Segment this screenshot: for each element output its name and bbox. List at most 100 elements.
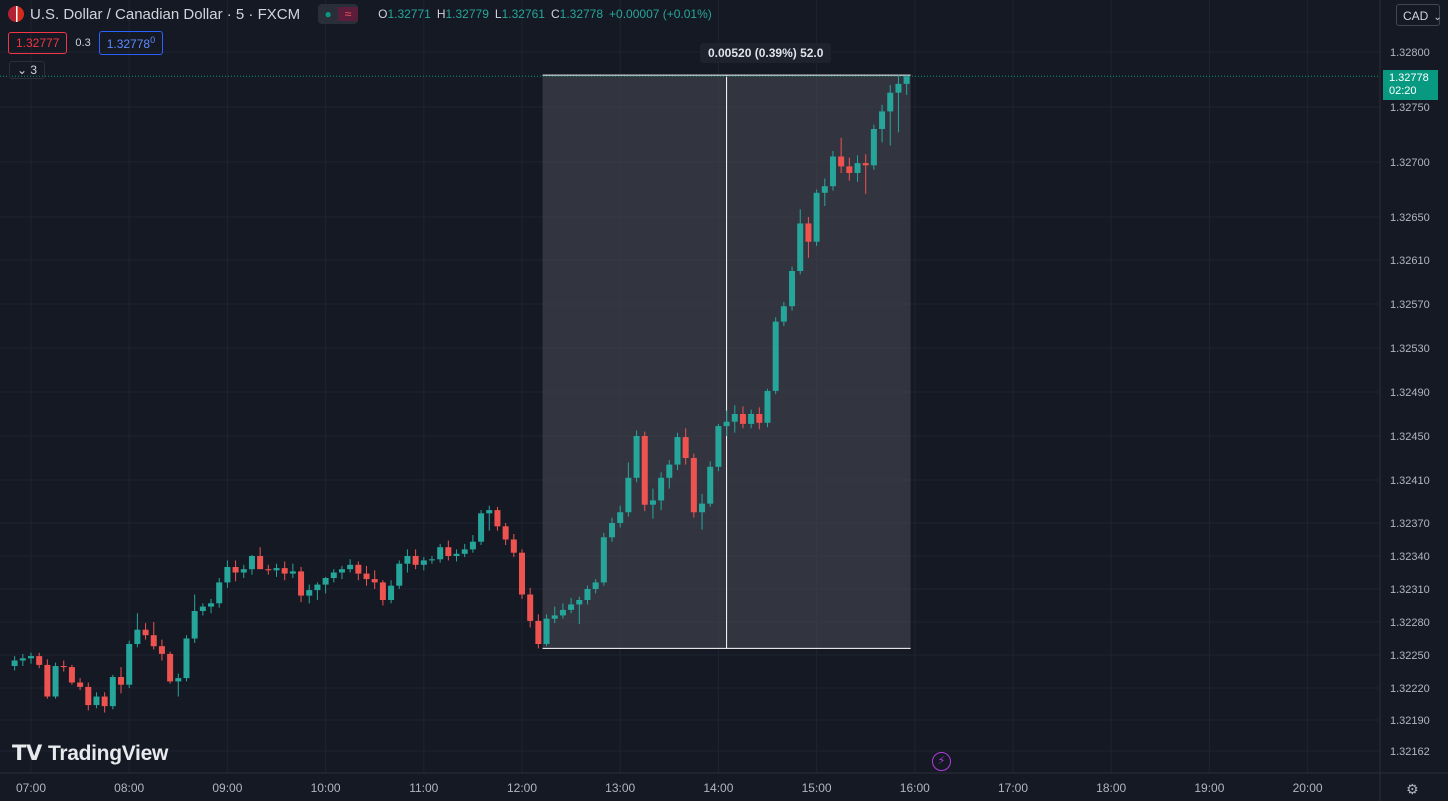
candle-body[interactable]: [699, 503, 706, 513]
candle-body[interactable]: [789, 271, 796, 307]
candle-body[interactable]: [281, 568, 288, 574]
candle-body[interactable]: [592, 582, 599, 589]
candle-body[interactable]: [862, 163, 869, 166]
buy-button[interactable]: 1.327780: [98, 31, 164, 55]
tradingview-logo[interactable]: 𝗧𝗩 TradingView: [12, 741, 168, 766]
candle-body[interactable]: [118, 677, 125, 685]
candle-body[interactable]: [649, 500, 656, 505]
candle-body[interactable]: [723, 421, 730, 427]
candle-body[interactable]: [879, 111, 886, 129]
candle-body[interactable]: [658, 477, 665, 501]
candle-body[interactable]: [690, 458, 697, 513]
candle-body[interactable]: [437, 547, 444, 560]
candle-body[interactable]: [363, 573, 370, 580]
candle-body[interactable]: [510, 539, 517, 553]
candle-body[interactable]: [731, 414, 738, 422]
candle-body[interactable]: [870, 129, 877, 166]
indicators-toggle[interactable]: ⌄ 3: [9, 61, 46, 79]
candle-body[interactable]: [772, 321, 779, 391]
candle-body[interactable]: [134, 629, 141, 644]
candle-body[interactable]: [412, 556, 419, 565]
candle-body[interactable]: [445, 547, 452, 556]
candle-body[interactable]: [494, 510, 501, 527]
candle-body[interactable]: [519, 552, 525, 595]
candle-body[interactable]: [469, 541, 476, 550]
candle-body[interactable]: [85, 686, 92, 706]
candle-body[interactable]: [887, 92, 894, 112]
candle-body[interactable]: [854, 163, 861, 173]
candle-body[interactable]: [19, 658, 26, 661]
candle-body[interactable]: [60, 666, 67, 668]
candle-body[interactable]: [150, 635, 157, 647]
candle-body[interactable]: [240, 569, 247, 573]
candle-body[interactable]: [543, 618, 550, 644]
candle-body[interactable]: [298, 571, 305, 596]
candle-body[interactable]: [330, 572, 337, 579]
candle-body[interactable]: [600, 537, 607, 583]
candle-body[interactable]: [428, 559, 435, 561]
candle-body[interactable]: [478, 513, 485, 542]
candle-body[interactable]: [633, 436, 640, 478]
candle-body[interactable]: [224, 567, 231, 583]
candle-body[interactable]: [379, 582, 386, 600]
candle-body[interactable]: [486, 510, 493, 514]
candle-body[interactable]: [404, 556, 411, 564]
candle-body[interactable]: [109, 677, 116, 707]
candle-body[interactable]: [527, 594, 534, 621]
candle-body[interactable]: [167, 653, 174, 682]
candle-body[interactable]: [535, 620, 542, 644]
candle-body[interactable]: [11, 660, 18, 667]
candle-body[interactable]: [52, 666, 59, 697]
candle-body[interactable]: [559, 609, 566, 616]
candle-body[interactable]: [838, 156, 845, 167]
candle-body[interactable]: [780, 306, 787, 322]
candle-body[interactable]: [77, 682, 84, 687]
candle-body[interactable]: [715, 426, 722, 467]
candle-body[interactable]: [903, 76, 910, 84]
candle-body[interactable]: [551, 615, 558, 619]
candle-body[interactable]: [739, 414, 746, 424]
candle-body[interactable]: [101, 696, 108, 707]
candle-body[interactable]: [44, 664, 51, 697]
candle-body[interactable]: [396, 563, 403, 586]
candle-body[interactable]: [338, 569, 345, 573]
candle-body[interactable]: [347, 564, 354, 570]
candle-body[interactable]: [821, 186, 828, 193]
candle-body[interactable]: [813, 192, 820, 242]
candle-body[interactable]: [846, 166, 853, 173]
candle-body[interactable]: [895, 83, 902, 93]
candle-body[interactable]: [68, 667, 75, 683]
candle-body[interactable]: [248, 556, 255, 570]
candle-body[interactable]: [36, 656, 43, 665]
candle-body[interactable]: [208, 603, 215, 607]
candle-body[interactable]: [805, 223, 812, 242]
candle-body[interactable]: [265, 569, 272, 571]
candle-body[interactable]: [158, 646, 165, 654]
gear-icon[interactable]: ⚙: [1406, 781, 1419, 797]
candle-body[interactable]: [232, 567, 239, 573]
candle-body[interactable]: [28, 656, 34, 659]
candle-body[interactable]: [289, 571, 296, 574]
candle-body[interactable]: [502, 526, 509, 540]
candle-body[interactable]: [617, 512, 624, 523]
candle-body[interactable]: [748, 414, 755, 424]
candle-body[interactable]: [371, 579, 378, 583]
candle-body[interactable]: [388, 585, 395, 600]
candle-body[interactable]: [355, 564, 362, 574]
candle-body[interactable]: [756, 414, 763, 423]
candle-body[interactable]: [609, 523, 616, 538]
sell-button[interactable]: 1.32777: [8, 32, 68, 54]
candle-body[interactable]: [666, 464, 673, 478]
candle-body[interactable]: [183, 638, 190, 679]
candle-body[interactable]: [461, 549, 468, 554]
candle-body[interactable]: [682, 437, 689, 458]
candle-body[interactable]: [584, 589, 591, 600]
candle-body[interactable]: [175, 678, 182, 682]
candle-body[interactable]: [93, 696, 100, 706]
candle-body[interactable]: [191, 611, 198, 639]
symbol-title[interactable]: U.S. Dollar / Canadian Dollar · 5 · FXCM: [30, 5, 301, 23]
candle-body[interactable]: [126, 644, 133, 685]
candle-body[interactable]: [674, 437, 681, 465]
candle-body[interactable]: [568, 604, 575, 610]
